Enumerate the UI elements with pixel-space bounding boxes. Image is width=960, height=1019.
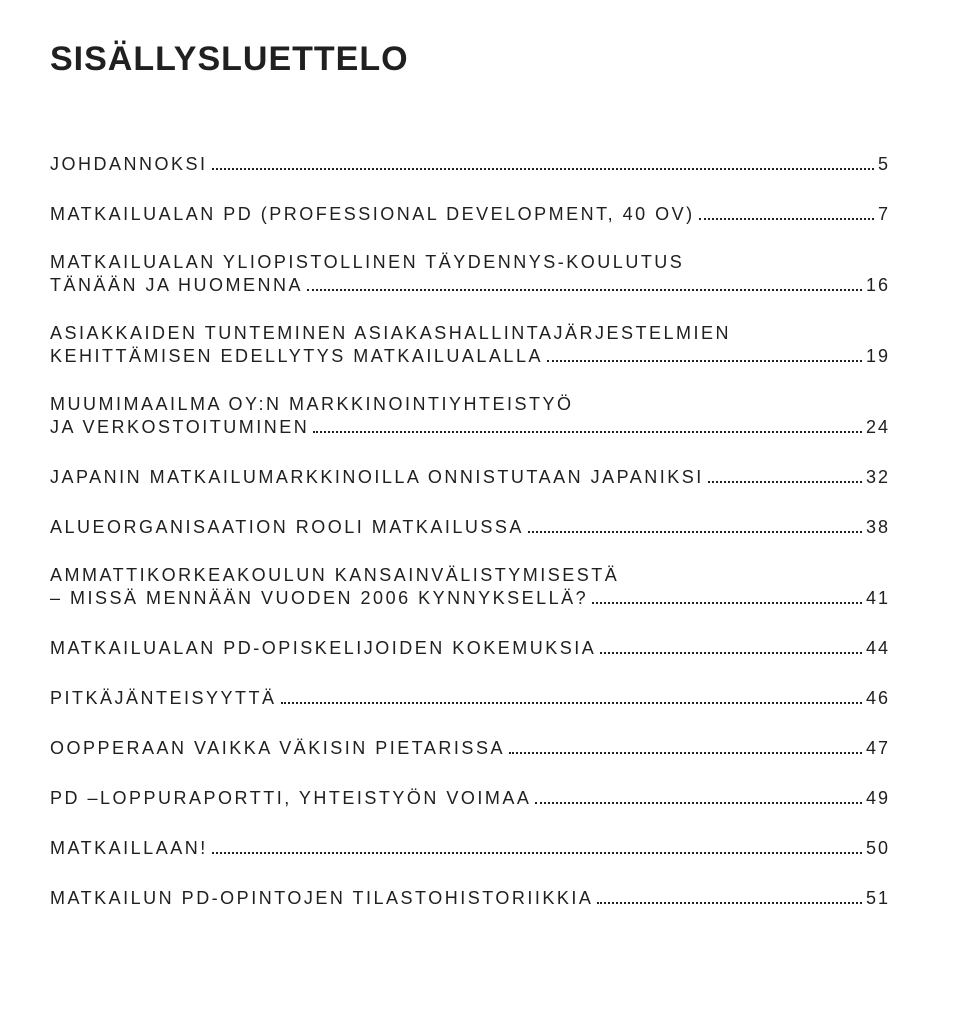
toc-entry-text: PITKÄJÄNTEISYYTTÄ (50, 688, 277, 709)
toc-entry: ALUEORGANISAATION ROOLI MATKAILUSSA 38 (50, 512, 890, 538)
toc-entry-last-line: JOHDANNOKSI 5 (50, 154, 890, 175)
toc-entry-line: AMMATTIKORKEAKOULUN KANSAINVÄLISTYMISEST… (50, 562, 890, 588)
toc-page-number: 41 (866, 588, 890, 609)
toc-leader (509, 752, 862, 754)
toc-leader (307, 289, 862, 291)
toc-entry-last-line: TÄNÄÄN JA HUOMENNA 16 (50, 275, 890, 296)
toc-leader (597, 902, 862, 904)
toc-page-number: 44 (866, 638, 890, 659)
toc-leader (547, 360, 862, 362)
toc-page-number: 51 (866, 888, 890, 909)
toc-page-number: 46 (866, 688, 890, 709)
toc-leader (592, 602, 862, 604)
toc-leader (528, 531, 862, 533)
toc-entry-line: MUUMIMAAILMA OY:N MARKKINOINTIYHTEISTYÖ (50, 391, 890, 417)
toc-entry-last-line: OOPPERAAN VAIKKA VÄKISIN PIETARISSA 47 (50, 738, 890, 759)
toc-page-number: 5 (878, 154, 890, 175)
toc-entry-last-line: JAPANIN MATKAILUMARKKINOILLA ONNISTUTAAN… (50, 467, 890, 488)
toc-entry-last-line: MATKAILUALAN PD-OPISKELIJOIDEN KOKEMUKSI… (50, 638, 890, 659)
toc-page-number: 24 (866, 417, 890, 438)
toc-entry: MATKAILUALAN YLIOPISTOLLINEN TÄYDENNYS-K… (50, 249, 890, 296)
toc-entry-last-line: PD –LOPPURAPORTTI, YHTEISTYÖN VOIMAA 49 (50, 788, 890, 809)
toc-entry-last-line: MATKAILUN PD-OPINTOJEN TILASTOHISTORIIKK… (50, 888, 890, 909)
toc-page-number: 19 (866, 346, 890, 367)
toc-leader (212, 168, 874, 170)
toc-page-number: 47 (866, 738, 890, 759)
toc-page-number: 38 (866, 517, 890, 538)
toc-entry: AMMATTIKORKEAKOULUN KANSAINVÄLISTYMISEST… (50, 562, 890, 609)
toc-page-number: 7 (878, 204, 890, 225)
toc-leader (699, 218, 874, 220)
toc-entry-text: MATKAILLAAN! (50, 838, 208, 859)
toc-leader (708, 481, 862, 483)
toc-entry-text: JA VERKOSTOITUMINEN (50, 417, 309, 438)
toc-entry: PD –LOPPURAPORTTI, YHTEISTYÖN VOIMAA 49 (50, 783, 890, 809)
toc-entry: JAPANIN MATKAILUMARKKINOILLA ONNISTUTAAN… (50, 462, 890, 488)
toc-entry-label: AMMATTIKORKEAKOULUN KANSAINVÄLISTYMISEST… (50, 562, 890, 588)
toc-entry-label: MATKAILUALAN YLIOPISTOLLINEN TÄYDENNYS-K… (50, 249, 890, 275)
toc-entry-last-line: JA VERKOSTOITUMINEN 24 (50, 417, 890, 438)
toc-entry-text: MATKAILUALAN PD-OPISKELIJOIDEN KOKEMUKSI… (50, 638, 596, 659)
toc-entry-text: ALUEORGANISAATION ROOLI MATKAILUSSA (50, 517, 524, 538)
toc-entry-text: – MISSÄ MENNÄÄN VUODEN 2006 KYNNYKSELLÄ? (50, 588, 588, 609)
toc-entry-label: MUUMIMAAILMA OY:N MARKKINOINTIYHTEISTYÖ (50, 391, 890, 417)
toc-entry-text: KEHITTÄMISEN EDELLYTYS MATKAILUALALLA (50, 346, 543, 367)
toc-entry-last-line: MATKAILUALAN PD (PROFESSIONAL DEVELOPMEN… (50, 204, 890, 225)
toc-entry-line: ASIAKKAIDEN TUNTEMINEN ASIAKASHALLINTAJÄ… (50, 320, 890, 346)
toc-entry-text: OOPPERAAN VAIKKA VÄKISIN PIETARISSA (50, 738, 505, 759)
toc-entry-last-line: ALUEORGANISAATION ROOLI MATKAILUSSA 38 (50, 517, 890, 538)
toc-leader (600, 652, 862, 654)
toc-leader (281, 702, 862, 704)
toc-entry: MATKAILUN PD-OPINTOJEN TILASTOHISTORIIKK… (50, 883, 890, 909)
toc-leader (535, 802, 862, 804)
toc-entry-text: PD –LOPPURAPORTTI, YHTEISTYÖN VOIMAA (50, 788, 531, 809)
toc-entry-text: JOHDANNOKSI (50, 154, 208, 175)
toc-page-number: 49 (866, 788, 890, 809)
toc-entry: ASIAKKAIDEN TUNTEMINEN ASIAKASHALLINTAJÄ… (50, 320, 890, 367)
toc-entry-last-line: MATKAILLAAN! 50 (50, 838, 890, 859)
toc-entry: MATKAILUALAN PD (PROFESSIONAL DEVELOPMEN… (50, 199, 890, 225)
toc-entry-text: TÄNÄÄN JA HUOMENNA (50, 275, 303, 296)
toc-entry-last-line: KEHITTÄMISEN EDELLYTYS MATKAILUALALLA 19 (50, 346, 890, 367)
toc-leader (212, 852, 862, 854)
toc-page-number: 16 (866, 275, 890, 296)
toc-title: SISÄLLYSLUETTELO (50, 40, 890, 79)
toc-entry: OOPPERAAN VAIKKA VÄKISIN PIETARISSA 47 (50, 733, 890, 759)
toc-entry-text: JAPANIN MATKAILUMARKKINOILLA ONNISTUTAAN… (50, 467, 704, 488)
toc-entry-text: MATKAILUALAN PD (PROFESSIONAL DEVELOPMEN… (50, 204, 695, 225)
toc-entry-label: ASIAKKAIDEN TUNTEMINEN ASIAKASHALLINTAJÄ… (50, 320, 890, 346)
toc-entry: PITKÄJÄNTEISYYTTÄ 46 (50, 683, 890, 709)
toc-leader (313, 431, 862, 433)
toc-entry: JOHDANNOKSI 5 (50, 149, 890, 175)
toc-entry: MATKAILUALAN PD-OPISKELIJOIDEN KOKEMUKSI… (50, 633, 890, 659)
toc-entry-line: MATKAILUALAN YLIOPISTOLLINEN TÄYDENNYS-K… (50, 249, 890, 275)
toc-list: JOHDANNOKSI 5 MATKAILUALAN PD (PROFESSIONA… (50, 149, 890, 909)
toc-page-number: 50 (866, 838, 890, 859)
toc-entry: MUUMIMAAILMA OY:N MARKKINOINTIYHTEISTYÖJ… (50, 391, 890, 438)
toc-page-number: 32 (866, 467, 890, 488)
toc-entry-last-line: PITKÄJÄNTEISYYTTÄ 46 (50, 688, 890, 709)
toc-entry: MATKAILLAAN! 50 (50, 833, 890, 859)
toc-entry-last-line: – MISSÄ MENNÄÄN VUODEN 2006 KYNNYKSELLÄ?… (50, 588, 890, 609)
toc-entry-text: MATKAILUN PD-OPINTOJEN TILASTOHISTORIIKK… (50, 888, 593, 909)
